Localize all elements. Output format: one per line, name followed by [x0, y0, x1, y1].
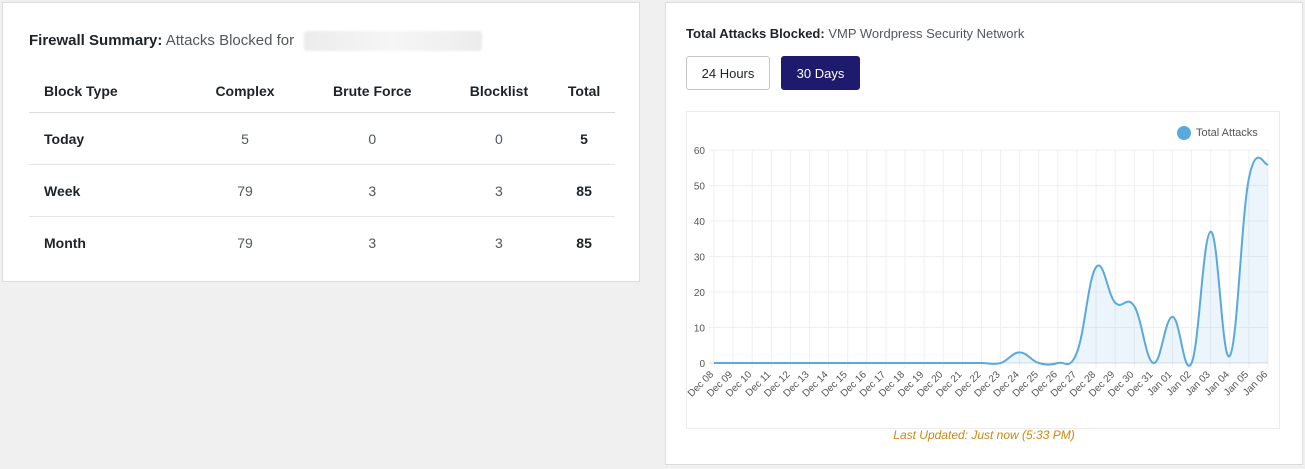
blocklist-value: 3: [444, 164, 554, 217]
column-header-blocklist: Blocklist: [444, 69, 554, 113]
total-attacks-heading: Total Attacks Blocked: VMP Wordpress Sec…: [686, 26, 1024, 41]
column-header-brute-force: Brute Force: [299, 69, 445, 113]
table-header-row: Block Type Complex Brute Force Blocklist…: [29, 69, 615, 113]
range-30-days-button[interactable]: 30 Days: [781, 56, 860, 90]
brute-force-value: 3: [299, 164, 445, 217]
table-row: Month 79 3 3 85: [29, 217, 615, 269]
row-label: Month: [44, 234, 86, 251]
series-area-total-attacks: [714, 157, 1268, 366]
total-value: 85: [576, 234, 592, 251]
legend-label: Total Attacks: [1196, 127, 1258, 139]
y-tick-label: 10: [694, 324, 706, 335]
blocklist-value: 0: [444, 112, 554, 165]
series-line-total-attacks: [714, 156, 1269, 367]
row-label: Week: [29, 164, 191, 217]
firewall-summary-heading: Firewall Summary: Attacks Blocked for: [29, 31, 483, 51]
total-value: 5: [553, 112, 615, 165]
firewall-summary-title: Firewall Summary:: [29, 31, 163, 49]
column-header-total: Total: [553, 69, 615, 113]
y-tick-label: 20: [694, 288, 706, 299]
firewall-summary-subtitle: Attacks Blocked for: [165, 31, 295, 49]
total-attacks-subtitle: VMP Wordpress Security Network: [828, 26, 1025, 41]
last-updated-text: Last Updated: Just now (5:33 PM): [893, 428, 1075, 442]
y-tick-label: 30: [694, 253, 706, 264]
y-tick-label: 50: [694, 182, 706, 193]
firewall-summary-card: Firewall Summary: Attacks Blocked for Bl…: [2, 2, 640, 282]
row-label: Today: [29, 112, 191, 165]
complex-value: 79: [190, 164, 300, 217]
table-row: Today 5 0 0 5: [29, 112, 615, 165]
total-attacks-title: Total Attacks Blocked:: [686, 26, 825, 41]
y-tick-label: 0: [699, 359, 705, 370]
total-attacks-card: Total Attacks Blocked: VMP Wordpress Sec…: [665, 2, 1303, 465]
firewall-summary-table: Block Type Complex Brute Force Blocklist…: [29, 69, 615, 268]
total-value: 85: [553, 164, 615, 217]
brute-force-value: 3: [368, 234, 377, 251]
complex-value: 79: [237, 234, 253, 251]
attacks-chart: 0 10 20 30 40 50 60 Dec 08 Dec 09 Dec 10 Dec 11 Dec…: [686, 111, 1280, 429]
column-header-complex: Complex: [190, 69, 300, 113]
complex-value: 5: [190, 112, 300, 165]
y-tick-label: 40: [694, 217, 706, 228]
range-24-hours-button[interactable]: 24 Hours: [686, 56, 770, 90]
brute-force-value: 0: [299, 112, 445, 165]
legend-marker: [1177, 126, 1191, 140]
y-tick-label: 60: [694, 146, 706, 157]
column-header-block-type: Block Type: [29, 69, 191, 113]
table-row: Week 79 3 3 85: [29, 164, 615, 217]
blocklist-value: 3: [495, 234, 503, 251]
redacted-site-name: [304, 31, 483, 51]
